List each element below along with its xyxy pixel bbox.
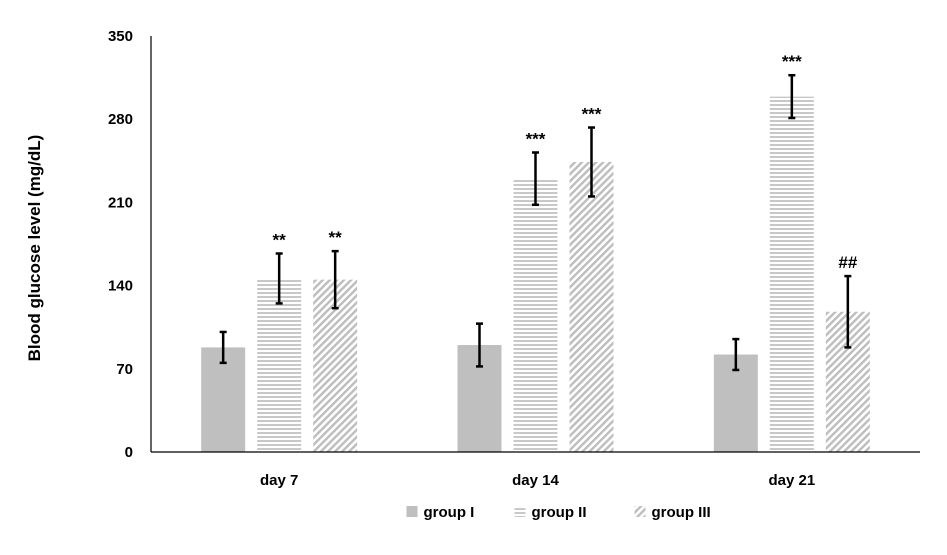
legend-swatch <box>514 506 526 517</box>
error-bar <box>588 126 595 198</box>
error-bar <box>275 252 283 305</box>
bar-group-ii-day-21 <box>769 96 814 453</box>
legend-item-group-ii: group II <box>514 504 587 521</box>
significance-label: *** <box>782 52 802 71</box>
y-tick-label: 0 <box>125 444 133 461</box>
legend-label: group II <box>532 504 587 521</box>
y-tick-label: 280 <box>108 111 133 128</box>
bar-group-ii-day-7 <box>257 278 302 452</box>
error-bar <box>219 330 227 365</box>
legend-label: group III <box>652 504 711 521</box>
legend-item-group-iii: group III <box>634 504 711 521</box>
significance-label: ** <box>273 231 287 250</box>
significance-label: ## <box>838 253 857 272</box>
error-bar <box>788 73 796 120</box>
bar-group-i-day-7 <box>201 347 246 452</box>
error-bar <box>532 151 539 207</box>
x-tick-label: day 7 <box>260 472 298 489</box>
legend-label: group I <box>424 504 475 521</box>
error-bar <box>732 337 740 372</box>
y-axis-title: Blood glucose level (mg/dL) <box>25 135 44 362</box>
legend-item-group-i: group I <box>406 504 475 521</box>
legend-swatch <box>634 506 646 517</box>
significance-label: *** <box>582 105 602 124</box>
bar-group-ii-day-14 <box>513 178 558 452</box>
significance-label: ** <box>329 228 343 247</box>
y-tick-label: 210 <box>108 194 133 211</box>
x-tick-label: day 14 <box>512 472 559 489</box>
error-bar <box>476 322 483 368</box>
y-tick-label: 350 <box>108 28 133 45</box>
y-tick-label: 140 <box>108 278 133 295</box>
bar-group-iii-day-14 <box>569 161 614 452</box>
error-bar <box>844 274 852 349</box>
x-tick-label: day 21 <box>768 472 815 489</box>
legend-swatch <box>406 506 418 517</box>
error-bar <box>331 249 339 310</box>
significance-label: *** <box>526 129 546 148</box>
y-tick-label: 70 <box>116 361 133 378</box>
